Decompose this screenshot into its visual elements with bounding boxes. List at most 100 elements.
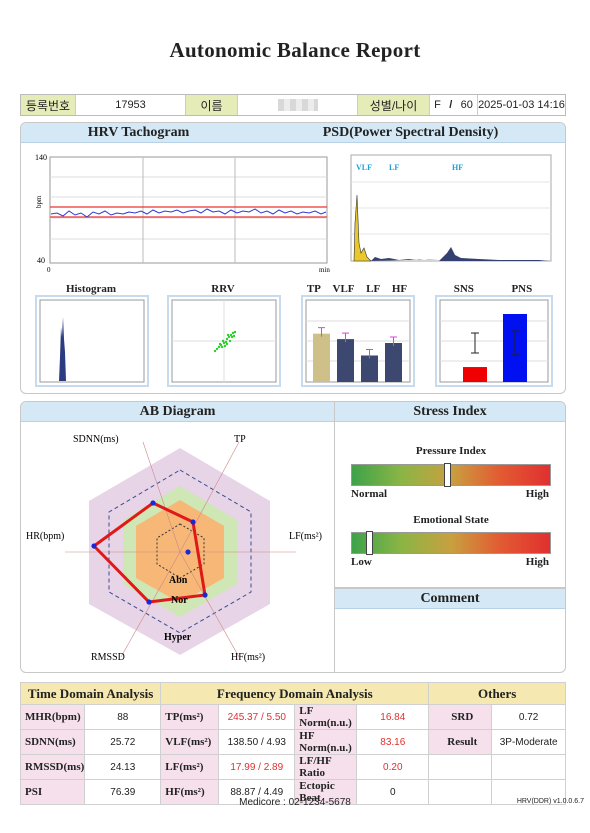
lf-title: LF [366, 283, 381, 295]
ab-axis-rmssd: RMSSD [91, 652, 125, 663]
tacho-yunit: bpm [35, 195, 43, 208]
row-value: 17.99 / 2.89 [218, 754, 296, 780]
time-domain-title: Time Domain Analysis [19, 682, 162, 705]
row-key: TP(ms²) [160, 704, 220, 730]
row-key: LF/HF Ratio [294, 754, 358, 780]
table-row: SDNN(ms) 25.72 VLF(ms²) 138.50 / 4.93 HF… [19, 729, 566, 755]
row-value: 138.50 / 4.93 [218, 729, 296, 755]
row-value [491, 754, 566, 780]
id-value: 17953 [76, 95, 186, 115]
sns-bar [463, 367, 487, 382]
histogram-title: Histogram [65, 283, 117, 295]
row-key: Result [428, 729, 493, 755]
name-blur [277, 99, 318, 111]
analysis-table: Time Domain Analysis Frequency Domain An… [19, 682, 566, 805]
ab-axis-hr: HR(bpm) [26, 531, 64, 542]
zone-hyper: Hyper [164, 632, 192, 643]
comment-title: Comment [335, 589, 565, 609]
row-key: Ectopic Beat [294, 779, 358, 805]
version-label: HRV(DDR) v1.0.0.6.7 [516, 798, 584, 805]
table-row: RMSSD(ms) 24.13 LF(ms²) 17.99 / 2.89 LF/… [19, 754, 566, 780]
row-key: RMSSD(ms) [19, 754, 86, 780]
power-bar [313, 333, 330, 382]
row-value: 16.84 [356, 704, 430, 730]
histogram-chart [39, 299, 145, 383]
row-key [428, 779, 493, 805]
ab-diagram: SDNN(ms) TP LF(ms²) HF(ms²) RMSSD HR(bpm… [26, 434, 322, 663]
sns-title: SNS [453, 283, 474, 295]
row-value [491, 779, 566, 805]
zone-abn: Abn [169, 575, 188, 586]
psd-lf-label: LF [389, 163, 399, 172]
tacho-signal [50, 208, 327, 218]
ab-axis-sdnn: SDNN(ms) [73, 434, 119, 445]
row-key: SRD [428, 704, 493, 730]
rrv-title: RRV [211, 283, 235, 295]
power-chart [305, 299, 411, 383]
psd-hf-area [439, 247, 549, 261]
row-value: 25.72 [84, 729, 162, 755]
emotion-low: Low [351, 556, 372, 568]
pressure-label: Pressure Index [415, 445, 487, 457]
tacho-ymax: 140 [35, 153, 47, 162]
psd-vlf-label: VLF [356, 163, 372, 172]
tachogram-title: HRV Tachogram [87, 124, 190, 140]
footer-contact: Medicore : 02-1234-5678 [239, 797, 351, 808]
ans-chart [439, 299, 549, 383]
gender-age-label: 성별/나이 [358, 95, 430, 115]
pressure-low: Normal [351, 488, 388, 500]
power-bar [385, 343, 402, 382]
rrv-box [167, 295, 281, 387]
power-bar [337, 339, 354, 382]
power-bar [361, 355, 378, 382]
emotion-high: High [525, 556, 549, 568]
vlf-title: VLF [332, 283, 355, 295]
datetime: 2025-01-03 14:16 [478, 99, 565, 111]
emotion-marker [365, 531, 373, 555]
hf-title: HF [391, 283, 408, 295]
row-value: 24.13 [84, 754, 162, 780]
ans-box [435, 295, 553, 387]
stress-panel: Stress Index Pressure Index Normal High … [334, 401, 566, 588]
row-value: 88 [84, 704, 162, 730]
stress-title: Stress Index [335, 402, 565, 422]
row-key: MHR(bpm) [19, 704, 86, 730]
ab-axis-tp: TP [234, 434, 246, 445]
ab-profile [91, 501, 207, 604]
row-key [428, 754, 493, 780]
power-box [301, 295, 415, 387]
tacho-xunit: min [319, 266, 330, 273]
psd-hf-label: HF [452, 163, 463, 172]
age-value: 60 [460, 99, 473, 111]
row-value: 0.20 [356, 754, 430, 780]
pressure-bar [351, 463, 551, 487]
row-value: 83.16 [356, 729, 430, 755]
ans-titles: SNS PNS [435, 283, 551, 295]
hrv-header: HRV Tachogram PSD(Power Spectral Density… [21, 123, 565, 143]
id-label: 등록번호 [21, 95, 76, 115]
psd-title: PSD(Power Spectral Density) [322, 124, 499, 140]
name-label: 이름 [186, 95, 238, 115]
tacho-ymin: 40 [37, 256, 45, 265]
name-value [238, 95, 358, 115]
pressure-marker [444, 463, 452, 487]
psd-lf-area [371, 257, 439, 261]
tachogram-chart: 140 40 0 min bpm [35, 153, 330, 273]
row-key: SDNN(ms) [19, 729, 86, 755]
patient-info-bar: 등록번호 17953 이름 성별/나이 F / 60 2025-01-03 14… [20, 94, 566, 116]
tp-title: TP [306, 283, 321, 295]
psd-vlf-area [353, 194, 372, 262]
row-value: 245.37 / 5.50 [218, 704, 296, 730]
psd-chart: VLF LF HF [350, 154, 552, 262]
row-value: 76.39 [84, 779, 162, 805]
row-key: LF Norm(n.u.) [294, 704, 358, 730]
table-row: PSI 76.39 HF(ms²) 88.87 / 4.49 Ectopic B… [19, 779, 566, 805]
row-key: PSI [19, 779, 86, 805]
row-key: VLF(ms²) [160, 729, 220, 755]
others-title: Others [428, 682, 566, 705]
gender-age-value: F / 60 [430, 95, 478, 115]
table-row: MHR(bpm) 88 TP(ms²) 245.37 / 5.50 LF Nor… [19, 704, 566, 730]
pressure-high: High [525, 488, 549, 500]
histogram-box [35, 295, 149, 387]
row-key: HF Norm(n.u.) [294, 729, 358, 755]
